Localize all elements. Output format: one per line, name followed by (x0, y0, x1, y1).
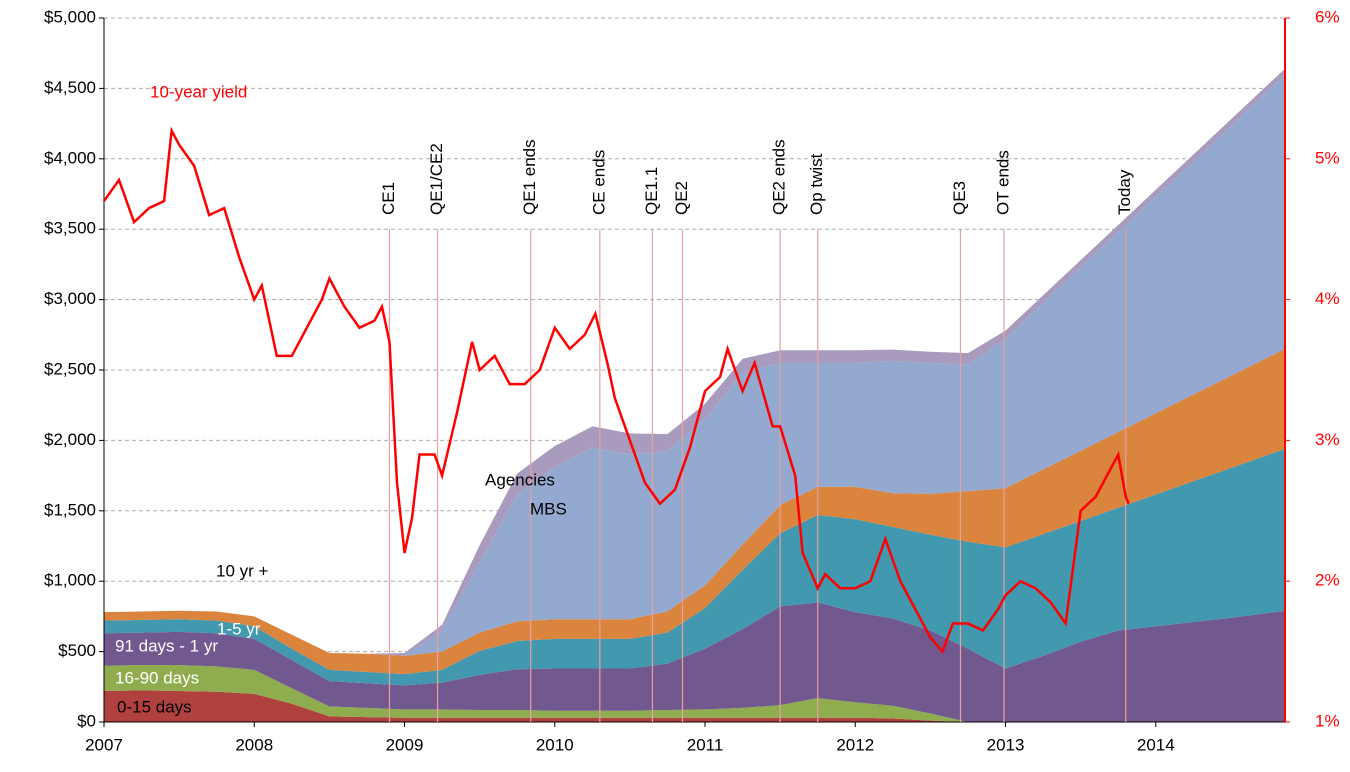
event-label: QE2 ends (770, 139, 789, 215)
area (104, 348, 1285, 675)
x-tick-label: 2012 (836, 735, 874, 754)
x-tick-label: 2007 (85, 735, 123, 754)
event-label: CE ends (589, 150, 608, 215)
area (104, 74, 1285, 656)
event-label: CE1 (379, 182, 398, 215)
event-label: QE2 (672, 181, 691, 215)
event-label: QE1.1 (642, 167, 661, 215)
event-label: QE3 (950, 181, 969, 215)
event-label: Op twist (807, 153, 826, 215)
series-label: Agencies (485, 470, 555, 489)
area (104, 690, 1285, 722)
y-tick-label: $3,000 (44, 289, 96, 308)
area (104, 448, 1285, 686)
y-tick-label: $4,000 (44, 148, 96, 167)
series-label: 16-90 days (115, 668, 199, 687)
event-label: QE1 ends (520, 139, 539, 215)
yield-line (102, 126, 1130, 655)
x-tick-label: 2011 (687, 735, 724, 754)
series-label: 1-5 yr (217, 619, 261, 638)
series-label: 0-15 days (117, 697, 192, 716)
y2-tick-label: 6% (1315, 7, 1340, 26)
y-tick-label: $4,500 (44, 78, 96, 97)
y-tick-label: $5,000 (44, 7, 96, 26)
y-tick-label: $1,000 (44, 571, 96, 590)
line-label: 10-year yield (150, 82, 247, 101)
x-tick-label: 2009 (386, 735, 424, 754)
x-tick-label: 2008 (235, 735, 273, 754)
event-label: OT ends (994, 150, 1013, 215)
y2-tick-label: 4% (1315, 289, 1340, 308)
event-label: QE1/CE2 (427, 143, 446, 215)
series-label: 91 days - 1 yr (115, 636, 218, 655)
series-label: MBS (530, 499, 567, 518)
x-tick-label: 2014 (1137, 735, 1175, 754)
y-tick-label: $500 (58, 641, 96, 660)
area (104, 664, 1285, 722)
y-tick-label: $3,500 (44, 219, 96, 238)
y2-tick-label: 1% (1315, 711, 1340, 730)
area (104, 602, 1285, 722)
y-tick-label: $2,500 (44, 359, 96, 378)
x-tick-label: 2013 (987, 735, 1025, 754)
series-label: 10 yr + (216, 561, 269, 580)
event-label: Today (1115, 169, 1134, 215)
y2-tick-label: 2% (1315, 571, 1340, 590)
y-tick-label: $1,500 (44, 500, 96, 519)
y2-tick-label: 3% (1315, 430, 1340, 449)
y-tick-label: $2,000 (44, 430, 96, 449)
y-tick-label: $0 (77, 711, 96, 730)
y2-tick-label: 5% (1315, 148, 1340, 167)
x-tick-label: 2010 (536, 735, 574, 754)
